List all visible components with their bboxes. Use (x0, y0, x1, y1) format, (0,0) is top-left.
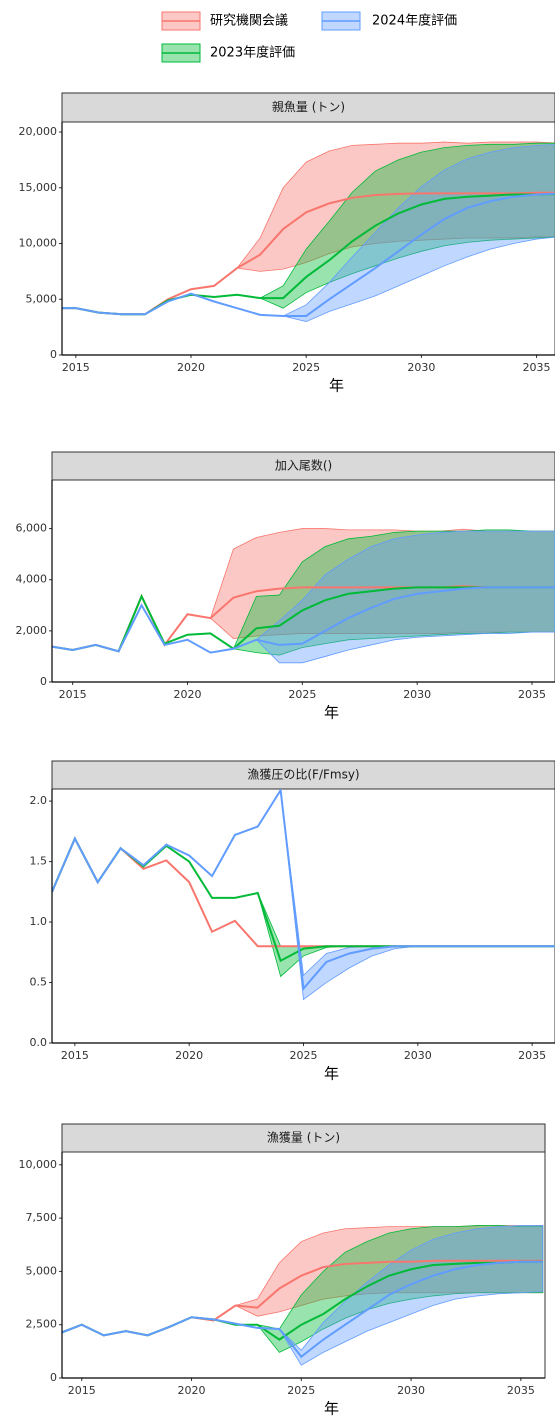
y-tick-label: 0 (50, 348, 57, 361)
panel: 漁獲量 (トン) 研究機関会議2023年度評価2024年度評価 0 2,500 5,00… (19, 1123, 546, 1418)
y-tick-label: 0.0 (30, 1036, 48, 1049)
y-tick-label: 15,000 (19, 181, 58, 194)
x-tick-label: 2035 (507, 1384, 535, 1397)
x-tick-label: 2030 (403, 688, 431, 701)
y-tick-label: 2.0 (30, 794, 48, 807)
y-tick-label: 0 (40, 675, 47, 688)
series-line: 2024年度評価 (62, 1260, 543, 1359)
x-axis-title: 年 (324, 1065, 339, 1083)
x-tick-label: 2015 (68, 1384, 96, 1397)
x-tick-label: 2025 (292, 361, 320, 374)
panel: 漁獲圧の比(F/Fmsy) 研究機関会議2023年度評価2024年度評価 0.0 0.… (30, 760, 555, 1083)
plot-data: 研究機関会議2023年度評価2024年度評価 (62, 1225, 544, 1366)
y-tick-label: 0.5 (30, 976, 48, 989)
x-tick-label: 2020 (175, 1049, 203, 1062)
x-axis-title: 年 (324, 704, 339, 722)
panel: 加入尾数() 研究機関会議2023年度評価2024年度評価 0 2,000 4,000 6… (16, 451, 555, 722)
strip-title: 親魚量 (トン) (272, 100, 345, 114)
x-tick-label: 2020 (178, 1384, 206, 1397)
strip-title: 漁獲圧の比(F/Fmsy) (247, 768, 359, 782)
x-axis-title: 年 (329, 377, 344, 395)
x-tick-label: 2015 (61, 1049, 89, 1062)
x-tick-label: 2025 (290, 1049, 318, 1062)
strip-title: 加入尾数() (275, 458, 332, 473)
x-tick-label: 2020 (177, 361, 205, 374)
x-tick-label: 2020 (174, 688, 202, 701)
plot-data: 研究機関会議2023年度評価2024年度評価 (52, 528, 555, 664)
x-tick-label: 2015 (59, 688, 87, 701)
y-tick-label: 1.0 (30, 915, 48, 928)
x-tick-label: 2030 (407, 361, 435, 374)
y-tick-label: 6,000 (16, 522, 48, 535)
ribbon (236, 141, 555, 272)
legend-label: 研究機関会議 (210, 14, 288, 29)
ribbon (281, 144, 555, 322)
y-tick-label: 10,000 (19, 237, 58, 250)
plot-area (51, 788, 555, 1044)
plot-data: 研究機関会議2023年度評価2024年度評価 (62, 141, 555, 322)
series-line: 2024年度評価 (62, 192, 555, 317)
x-tick-label: 2015 (62, 361, 90, 374)
y-tick-label: 1.5 (30, 855, 48, 868)
y-tick-label: 5,000 (26, 1264, 58, 1277)
strip (51, 451, 555, 481)
x-tick-label: 2035 (518, 1049, 546, 1062)
panel: 親魚量 (トン) 研究機関会議2023年度評価2024年度評価 0 5,000 10,0… (19, 92, 555, 395)
legend: 研究機関会議 2024年度評価 2023年度評価 (161, 11, 457, 63)
strip (61, 92, 555, 123)
y-tick-label: 2,500 (26, 1318, 58, 1331)
x-tick-label: 2035 (518, 688, 546, 701)
x-axis-title: 年 (324, 1400, 339, 1418)
series-line: 2024年度評価 (52, 586, 555, 654)
legend-label: 2023年度評価 (210, 45, 295, 61)
ribbon (259, 142, 555, 309)
plot-data: 研究機関会議2023年度評価2024年度評価 (52, 789, 555, 1001)
y-tick-label: 20,000 (19, 125, 58, 138)
y-tick-label: 7,500 (26, 1211, 58, 1224)
x-tick-label: 2030 (404, 1049, 432, 1062)
strip (51, 760, 555, 790)
y-tick-label: 5,000 (26, 292, 58, 305)
y-tick-label: 4,000 (16, 573, 48, 586)
ribbon (210, 528, 555, 639)
series-line: 2024年度評価 (52, 789, 555, 991)
legend-label: 2024年度評価 (372, 13, 457, 29)
x-tick-label: 2030 (397, 1384, 425, 1397)
x-tick-label: 2025 (288, 688, 316, 701)
x-tick-label: 2025 (287, 1384, 315, 1397)
y-tick-label: 0 (50, 1371, 57, 1384)
x-tick-label: 2035 (523, 361, 551, 374)
y-tick-label: 10,000 (19, 1158, 58, 1171)
strip-title: 漁獲量 (トン) (267, 1131, 340, 1145)
plot-area (51, 479, 555, 683)
y-tick-label: 2,000 (16, 624, 48, 637)
ribbon (232, 529, 555, 656)
